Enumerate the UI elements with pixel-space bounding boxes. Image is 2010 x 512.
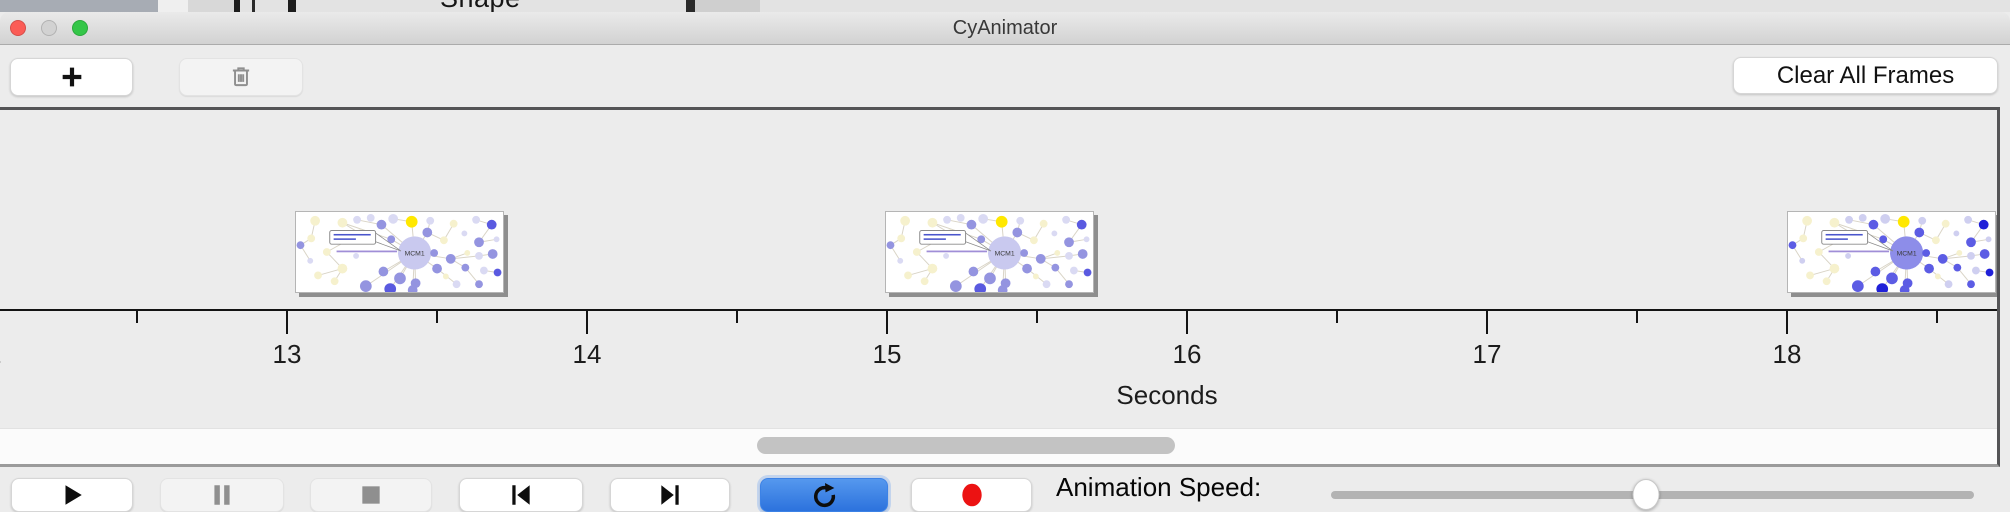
- background-partial-text: Shape: [440, 0, 521, 12]
- background-decor: [188, 0, 234, 12]
- major-tick: [1186, 311, 1188, 334]
- timeline-panel[interactable]: MCM1 MCM1 MCM1 12 13 14 15 16 17 18 Seconds: [0, 107, 2000, 467]
- play-icon: [59, 482, 85, 508]
- clear-all-frames-button[interactable]: Clear All Frames: [1733, 57, 1998, 94]
- animation-speed-label: Animation Speed:: [1056, 472, 1262, 502]
- delete-frame-button[interactable]: [179, 58, 303, 96]
- frame-thumbnail[interactable]: MCM1: [1787, 211, 1997, 297]
- playback-toolbar: Animation Speed:: [0, 467, 2010, 512]
- background-decor: [686, 0, 695, 12]
- major-tick: [1786, 311, 1788, 334]
- stop-button[interactable]: [310, 478, 432, 512]
- record-icon: [959, 481, 985, 509]
- play-button[interactable]: [11, 478, 133, 512]
- stop-icon: [358, 482, 384, 508]
- background-window-strip: Shape: [0, 0, 2010, 12]
- major-tick: [586, 311, 588, 334]
- minor-tick: [736, 311, 738, 323]
- window-controls: [10, 12, 88, 44]
- timeline-scrollbar[interactable]: [0, 428, 1997, 464]
- minor-tick: [136, 311, 138, 323]
- tick-label: 17: [1472, 339, 1502, 369]
- frame-thumbnail[interactable]: MCM1: [885, 211, 1098, 297]
- svg-text:MCM1: MCM1: [995, 250, 1015, 257]
- loop-icon: [811, 482, 838, 509]
- background-decor: [0, 0, 158, 12]
- major-tick: [286, 311, 288, 334]
- scrollbar-thumb[interactable]: [757, 437, 1175, 454]
- tick-label: 15: [872, 339, 902, 369]
- window-title: CyAnimator: [952, 17, 1058, 39]
- tick-label: 16: [1172, 339, 1202, 369]
- background-decor: [158, 0, 188, 12]
- major-tick: [1486, 311, 1488, 334]
- background-decor: [252, 0, 255, 12]
- pause-button[interactable]: [160, 478, 284, 512]
- background-decor: [234, 0, 240, 12]
- tick-label: 13: [272, 339, 302, 369]
- minimize-button[interactable]: [41, 20, 57, 36]
- add-frame-button[interactable]: [10, 58, 133, 96]
- timeline-unit-label: Seconds: [1116, 380, 1218, 410]
- plus-icon: [58, 63, 86, 91]
- background-decor: [288, 0, 296, 12]
- skip-to-end-icon: [657, 482, 683, 508]
- timeline-ruler: [0, 309, 1997, 311]
- svg-text:MCM1: MCM1: [1897, 250, 1917, 257]
- tick-label: 12: [0, 339, 1, 370]
- major-tick: [886, 311, 888, 334]
- close-button[interactable]: [10, 20, 26, 36]
- skip-end-button[interactable]: [610, 478, 730, 512]
- minor-tick: [1336, 311, 1338, 323]
- titlebar[interactable]: CyAnimator: [0, 12, 2010, 45]
- minor-tick: [1936, 311, 1938, 323]
- loop-button[interactable]: [760, 478, 888, 512]
- trash-icon: [228, 64, 254, 90]
- skip-to-start-icon: [508, 482, 534, 508]
- record-button[interactable]: [911, 478, 1032, 512]
- skip-start-button[interactable]: [459, 478, 583, 512]
- frame-thumbnail[interactable]: MCM1: [295, 211, 508, 297]
- minor-tick: [436, 311, 438, 323]
- animation-speed-slider[interactable]: [1331, 479, 1974, 510]
- zoom-button[interactable]: [72, 20, 88, 36]
- cyanimator-window: CyAnimator Clear All Frames MCM1 MCM1 MCM1…: [0, 12, 2010, 512]
- slider-thumb[interactable]: [1632, 479, 1660, 510]
- frame-toolbar: Clear All Frames: [0, 45, 2010, 107]
- svg-text:MCM1: MCM1: [405, 250, 425, 257]
- minor-tick: [1036, 311, 1038, 323]
- tick-label: 18: [1772, 339, 1802, 369]
- minor-tick: [1636, 311, 1638, 323]
- pause-icon: [209, 482, 235, 508]
- tick-label: 14: [572, 339, 602, 369]
- background-decor: [695, 0, 760, 12]
